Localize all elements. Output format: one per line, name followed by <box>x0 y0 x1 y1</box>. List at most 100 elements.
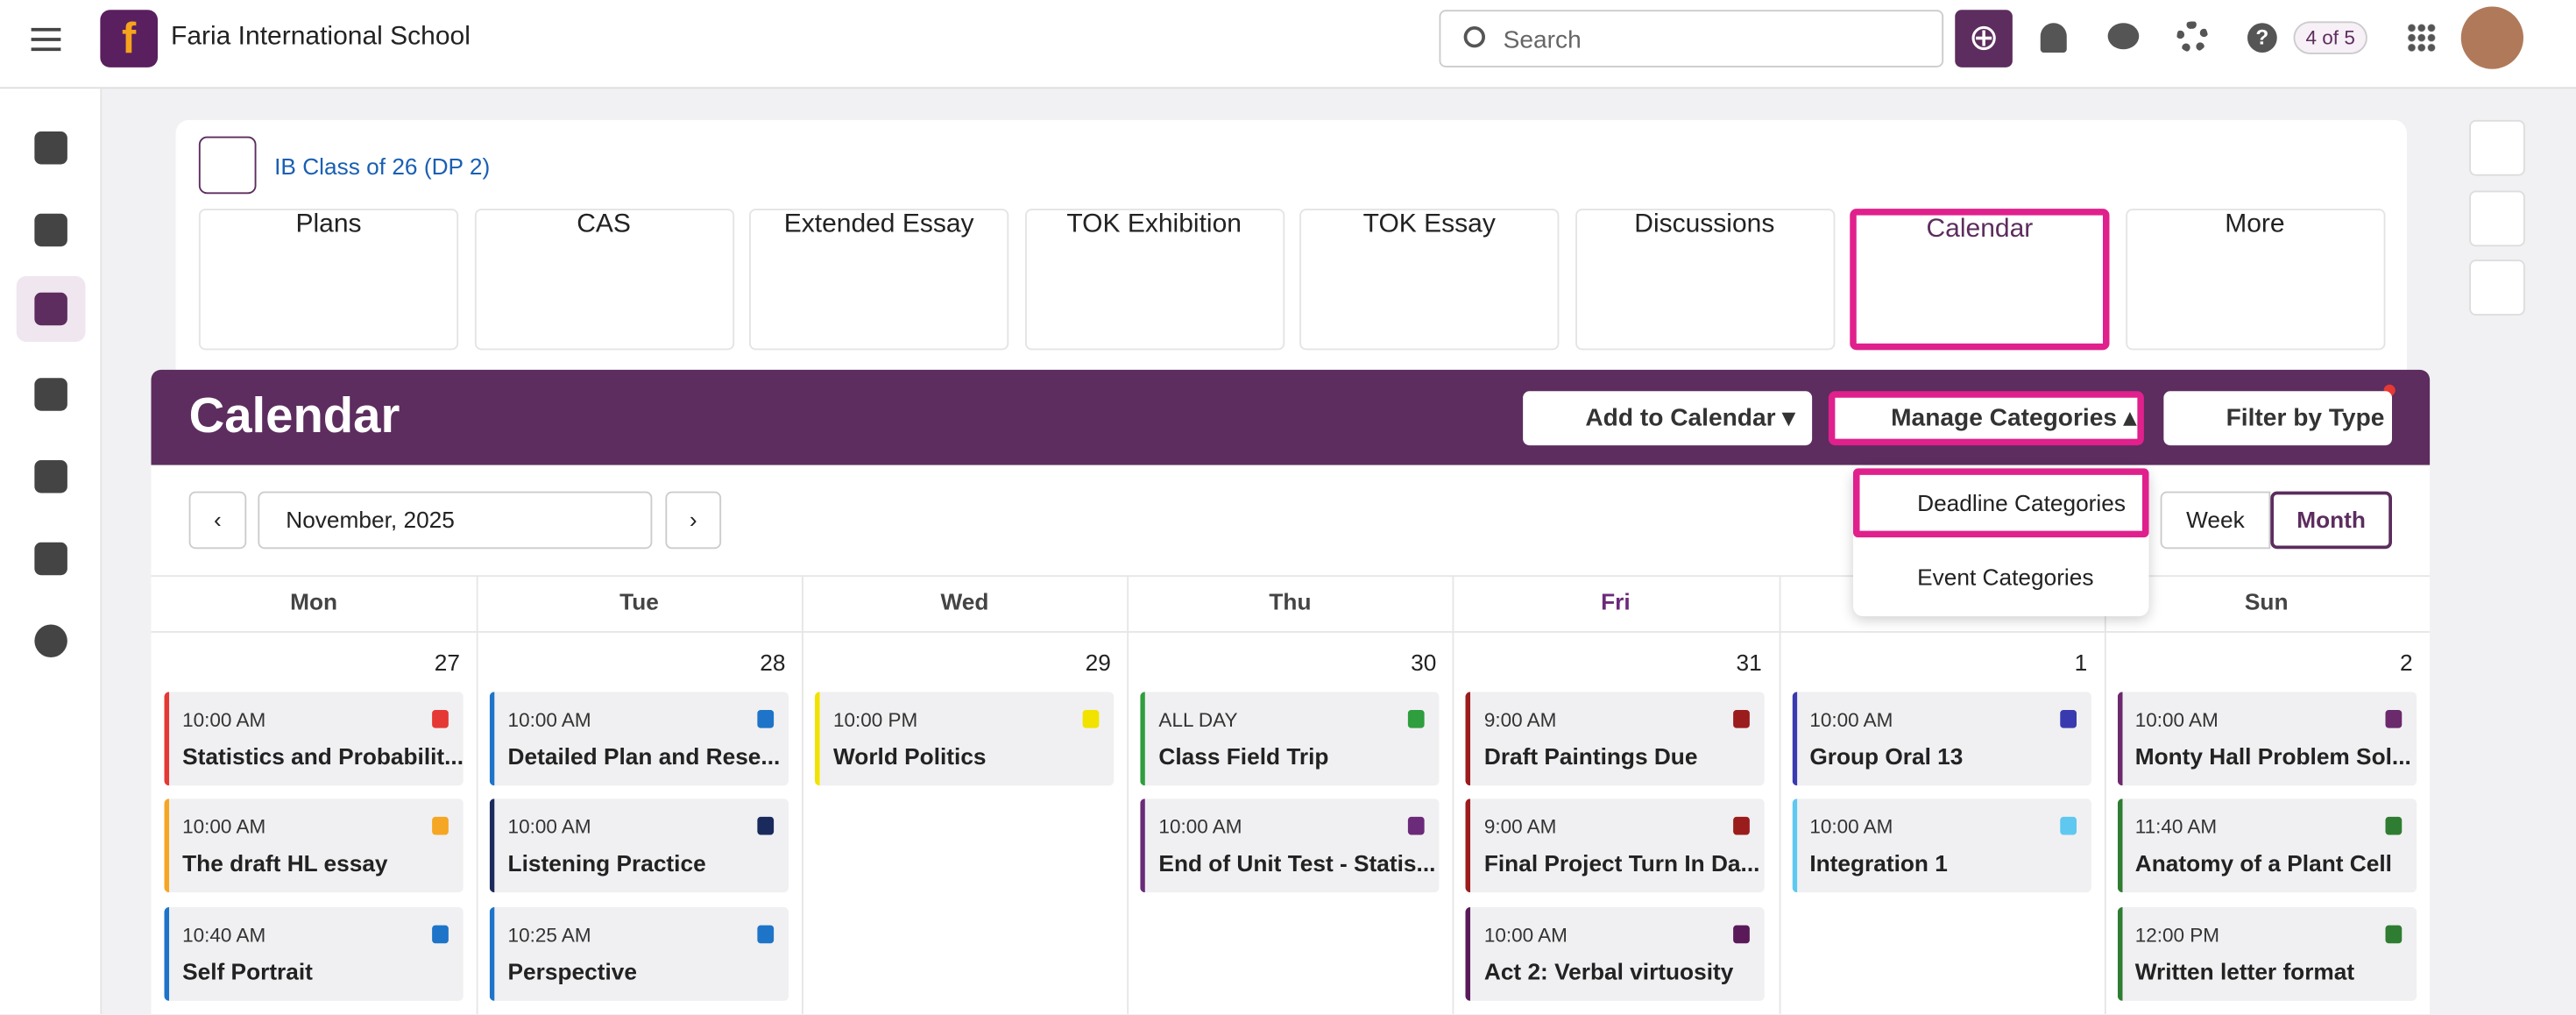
event[interactable]: 10:00 AM Statistics and Probabilit... <box>164 692 464 786</box>
search-icon <box>1463 26 1485 48</box>
event-time: 10:00 AM <box>2134 708 2219 732</box>
event-badge <box>1733 710 1751 728</box>
messages[interactable] <box>2107 23 2140 50</box>
event-title: Monty Hall Problem Sol... <box>2134 742 2411 770</box>
divider <box>151 575 2431 578</box>
event[interactable]: 10:00 AM Group Oral 13 <box>1791 692 2091 786</box>
event-time: 10:00 AM <box>507 815 591 839</box>
event-title: Self Portrait <box>182 957 313 984</box>
event-badge <box>1733 817 1751 836</box>
button-label: Filter by Type <box>2226 404 2385 433</box>
day-name: Sun <box>2244 588 2289 615</box>
event-time: 10:00 AM <box>1158 815 1242 839</box>
day-name: Wed <box>940 588 989 615</box>
nav-icon[interactable] <box>34 131 67 165</box>
event[interactable]: 10:00 PM World Politics <box>815 692 1115 786</box>
event[interactable]: 10:00 AM Detailed Plan and Rese... <box>489 692 789 786</box>
nav-icon[interactable] <box>34 542 67 576</box>
day-number: 30 <box>1411 649 1437 676</box>
event-time: 10:40 AM <box>182 922 266 947</box>
event[interactable]: 10:25 AM Perspective <box>489 906 789 1001</box>
filter-by-type[interactable]: Filter by Type <box>2163 391 2392 446</box>
day-name: Mon <box>290 588 338 615</box>
prev-month[interactable]: ‹ <box>188 491 247 550</box>
menu-item[interactable]: Event Categories <box>1917 564 2094 591</box>
tile[interactable]: TOK Essay <box>1299 209 1560 351</box>
event[interactable]: 10:40 AM Self Portrait <box>164 906 464 1001</box>
logo[interactable]: f <box>100 10 158 67</box>
tile[interactable]: More <box>2125 209 2385 351</box>
tile[interactable]: Plans <box>198 209 459 351</box>
event[interactable]: 10:00 AM Listening Practice <box>489 799 789 893</box>
event-title: World Politics <box>832 742 987 770</box>
event-title: Group Oral 13 <box>1809 742 1964 770</box>
notifications[interactable] <box>2040 23 2067 53</box>
event[interactable]: 10:00 AM End of Unit Test - Statis... <box>1140 799 1440 893</box>
event-badge <box>1408 817 1426 836</box>
event-badge <box>1408 710 1426 728</box>
event[interactable]: 9:00 AM Draft Paintings Due <box>1466 692 1766 786</box>
nav-icon[interactable] <box>34 624 67 657</box>
event[interactable]: 10:00 AM Integration 1 <box>1791 799 2091 893</box>
search-box[interactable]: Search <box>1439 10 1944 67</box>
event[interactable]: 11:40 AM Anatomy of a Plant Cell <box>2117 799 2417 893</box>
day-number: 28 <box>760 649 786 676</box>
event-title: Anatomy of a Plant Cell <box>2134 849 2392 877</box>
avatar[interactable] <box>2460 6 2523 69</box>
event[interactable]: 10:00 AM Monty Hall Problem Sol... <box>2117 692 2417 786</box>
event-badge <box>2059 710 2077 728</box>
event[interactable]: 9:00 AM Final Project Turn In Da... <box>1466 799 1766 893</box>
view-week[interactable]: Week <box>2160 491 2271 550</box>
event[interactable]: 10:00 AM The draft HL essay <box>164 799 464 893</box>
day-column <box>802 575 1127 1014</box>
sidebar <box>0 89 103 1014</box>
tile-label: CAS <box>577 210 631 238</box>
event-badge <box>432 710 449 728</box>
menu-item[interactable]: Deadline Categories <box>1853 468 2149 538</box>
guide-button[interactable] <box>2469 259 2525 316</box>
school-name[interactable]: Faria International School <box>171 23 471 52</box>
settings[interactable] <box>2176 21 2208 53</box>
help[interactable]: ? <box>2247 23 2277 53</box>
class-link[interactable]: IB Class of 26 (DP 2) <box>274 153 491 180</box>
create-button[interactable]: ⊕ <box>1955 10 2013 67</box>
nav-icon[interactable] <box>34 460 67 493</box>
event-badge <box>432 924 449 943</box>
event[interactable]: 12:00 PM Written letter format <box>2117 906 2417 1001</box>
event-title: Draft Paintings Due <box>1483 742 1698 770</box>
top-bar: f Faria International School Search ⊕ ? … <box>0 0 2576 89</box>
nav-icon[interactable] <box>34 213 67 247</box>
nav-icon[interactable] <box>34 378 67 411</box>
month-label: November, 2025 <box>286 506 455 533</box>
calendar-title: Calendar <box>188 389 400 444</box>
class-icon[interactable] <box>198 136 257 195</box>
tile[interactable]: Discussions <box>1575 209 1835 351</box>
nav-active[interactable] <box>16 276 86 342</box>
menu-button[interactable] <box>31 27 61 32</box>
tile[interactable]: Extended Essay <box>749 209 1009 351</box>
add-to-calendar[interactable]: Add to Calendar ▾ <box>1523 391 1813 446</box>
event-title: Integration 1 <box>1809 849 1948 877</box>
event-badge <box>2384 817 2402 836</box>
next-month[interactable]: › <box>665 491 722 550</box>
apps[interactable] <box>2406 23 2437 53</box>
day-column <box>2104 575 2429 1014</box>
view-month[interactable]: Month <box>2270 491 2392 550</box>
counter-badge[interactable]: 4 of 5 <box>2293 21 2367 54</box>
divider <box>151 631 2431 633</box>
filter-rail-button[interactable] <box>2469 190 2525 247</box>
event-badge <box>757 817 775 836</box>
event[interactable]: 10:00 AM Act 2: Verbal virtuosity <box>1466 906 1766 1001</box>
day-number: 1 <box>2074 649 2088 676</box>
tile[interactable]: CAS <box>473 209 734 351</box>
tile[interactable]: TOK Exhibition <box>1024 209 1284 351</box>
event-time: ALL DAY <box>1158 708 1238 732</box>
day-name: Fri <box>1601 588 1631 615</box>
info-button[interactable] <box>2469 119 2525 176</box>
month-picker[interactable]: November, 2025 <box>258 491 653 550</box>
event[interactable]: ALL DAY Class Field Trip <box>1140 692 1440 786</box>
manage-categories[interactable]: Manage Categories ▴ <box>1828 391 2144 446</box>
tile[interactable]: Calendar <box>1850 209 2110 351</box>
